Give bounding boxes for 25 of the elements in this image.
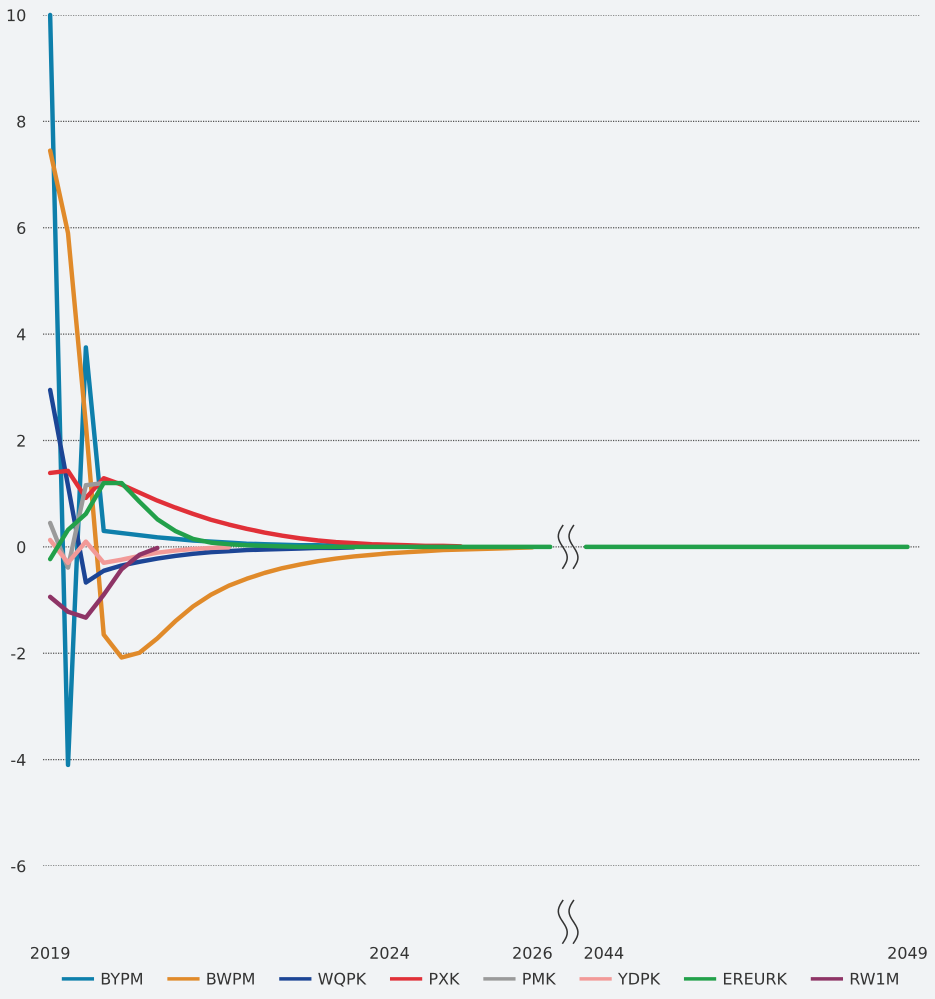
legend-label: BWPM	[207, 972, 254, 984]
y-tick-label: 2	[17, 434, 25, 447]
y-tick-label: 0	[17, 541, 26, 554]
line-series	[48, 148, 535, 660]
legend-label: PXK	[430, 972, 460, 984]
y-tick-label: -4	[11, 754, 26, 766]
legend-label: RW1M	[850, 972, 898, 984]
y-tick-label: 6	[17, 222, 26, 234]
legend-label: YDPK	[618, 972, 660, 984]
y-tick-label: 8	[17, 116, 26, 128]
line-series	[48, 546, 160, 620]
y-tick-label: -2	[11, 647, 25, 660]
y-tick-label: 10	[8, 9, 26, 22]
legend-label: BYPM	[102, 972, 142, 984]
legend-label: EREURK	[724, 972, 788, 985]
legend-label: PMK	[523, 972, 556, 984]
line-series	[48, 538, 231, 566]
x-tick-label: 2026	[513, 946, 552, 959]
x-tick-label: 2044	[584, 946, 624, 959]
y-tick-label: -6	[11, 860, 26, 872]
x-tick-label: 2024	[370, 946, 409, 959]
legend-label: WQPK	[318, 972, 366, 987]
x-tick-label: 2019	[30, 946, 70, 959]
x-tick-label: 2049	[888, 946, 927, 959]
y-tick-label: 4	[16, 328, 26, 340]
